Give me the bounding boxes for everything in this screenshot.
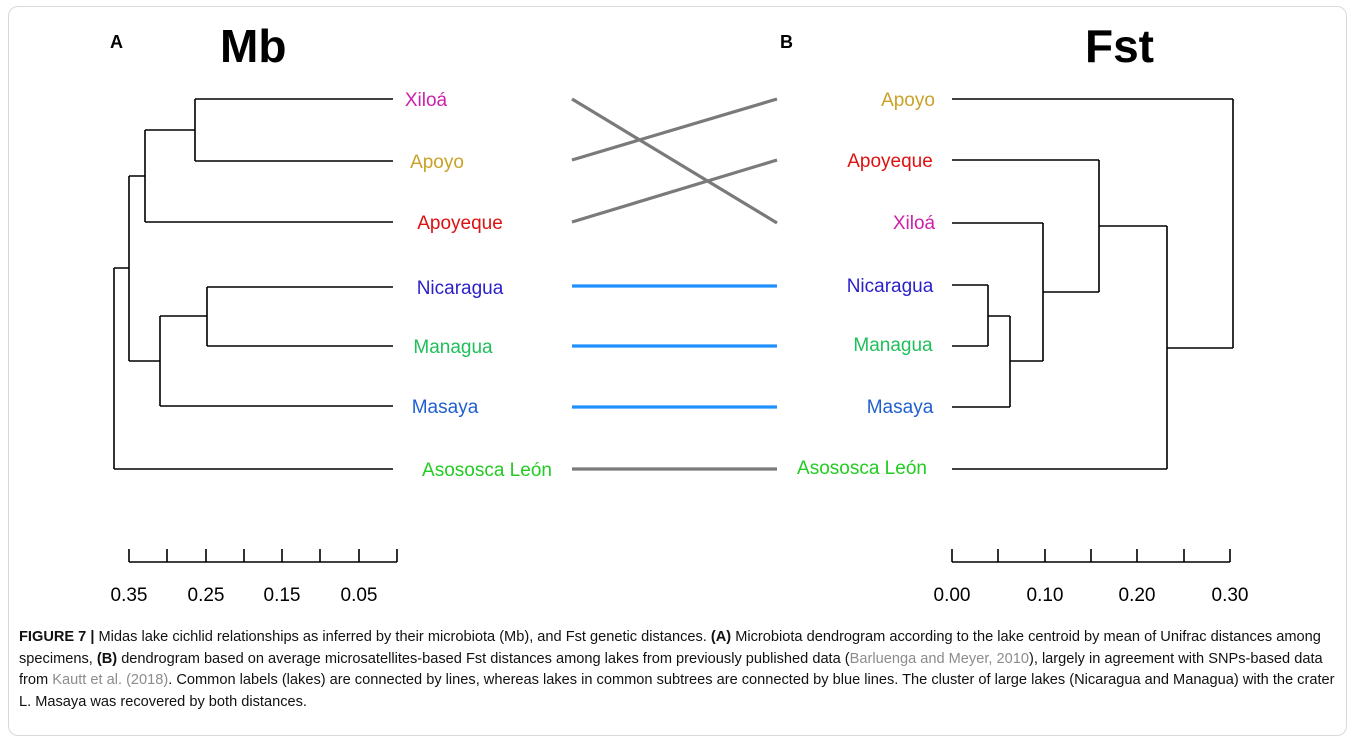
- figure-caption: FIGURE 7 | Midas lake cichlid relationsh…: [19, 627, 1339, 713]
- connector-gray: [571, 158, 778, 224]
- leaf-label-b: Xiloá: [893, 213, 936, 234]
- panel-b-letter: B: [780, 32, 793, 52]
- caption-label: FIGURE 7 |: [19, 629, 95, 645]
- leaf-label-b: Nicaragua: [847, 276, 934, 297]
- caption-text: ), largely in agreement with SNPs-based …: [19, 650, 1323, 689]
- connector-gray: [571, 97, 778, 225]
- scale-bar-a: [128, 549, 398, 563]
- leaf-label-b: Apoyo: [881, 90, 935, 111]
- caption-panel-a-ref: (A): [710, 629, 732, 645]
- leaf-label-b: Masaya: [867, 397, 934, 418]
- caption-text: Midas lake cichlid relationships as infe…: [94, 629, 711, 645]
- caption-text: Microbiota dendrogram according to the l…: [19, 629, 1321, 667]
- caption-text: dendrogram based on average microsatelli…: [117, 650, 850, 667]
- scale-tick-label: 0.30: [1212, 585, 1249, 606]
- dendrogram-a: [113, 98, 393, 470]
- scale-tick-label: 0.15: [264, 585, 301, 606]
- panel-b-title: Fst: [1085, 20, 1154, 72]
- leaf-label-a: Masaya: [412, 397, 479, 418]
- panel-a-letter: A: [110, 32, 123, 52]
- scale-tick-label: 0.35: [111, 585, 148, 606]
- caption-panel-b-ref: (B): [96, 650, 118, 667]
- figure-frame: [8, 6, 1347, 736]
- citation-link[interactable]: Kautt et al. (2018): [52, 672, 169, 689]
- leaf-label-a: Managua: [413, 337, 493, 358]
- scale-ticks-b: 0.00 0.10 0.20 0.30: [934, 585, 1249, 606]
- dendrogram-b: [952, 98, 1234, 470]
- leaf-label-b: Asososca León: [797, 458, 927, 479]
- scale-tick-label: 0.25: [188, 585, 225, 606]
- leaf-label-a: Asososca León: [422, 460, 552, 481]
- scale-tick-label: 0.05: [341, 585, 378, 606]
- connector-gray: [571, 97, 778, 162]
- scale-tick-label: 0.20: [1119, 585, 1156, 606]
- caption-text: . Common labels (lakes) are connected by…: [19, 672, 1335, 710]
- leaf-label-a: Xiloá: [405, 90, 448, 111]
- scale-tick-label: 0.10: [1027, 585, 1064, 606]
- labels-b: Apoyo Apoyeque Xiloá Nicaragua Managua M…: [797, 90, 936, 479]
- citation-link[interactable]: Barluenga and Meyer, 2010: [849, 650, 1029, 667]
- scale-ticks-a: 0.35 0.25 0.15 0.05: [111, 585, 378, 606]
- labels-a: Xiloá Apoyo Apoyeque Nicaragua Managua M…: [405, 90, 552, 481]
- connector-lines: [571, 97, 778, 471]
- leaf-label-a: Apoyo: [410, 152, 464, 173]
- leaf-label-b: Apoyeque: [847, 151, 933, 172]
- scale-tick-label: 0.00: [934, 585, 971, 606]
- leaf-label-a: Nicaragua: [417, 278, 504, 299]
- leaf-label-a: Apoyeque: [417, 213, 503, 234]
- figure-graphic: A Mb B Fst Xiloá Apoyo Apoyeque Nicaragu…: [110, 20, 1249, 606]
- scale-bar-b: [951, 549, 1231, 563]
- panel-a-title: Mb: [220, 20, 286, 72]
- leaf-label-b: Managua: [853, 335, 933, 356]
